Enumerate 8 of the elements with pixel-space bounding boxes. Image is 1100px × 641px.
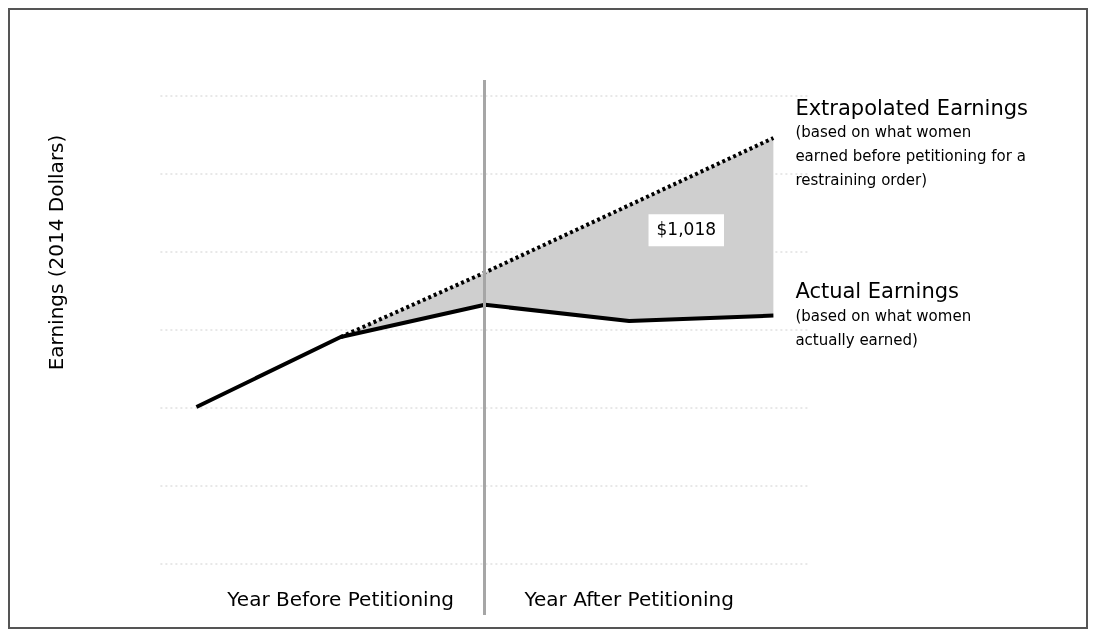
series-label: Extrapolated Earnings — [795, 95, 1028, 120]
series-label: Actual Earnings — [795, 279, 959, 304]
x-tick-label: Year Before Petitioning — [226, 587, 455, 612]
annotation: (based on what women earned before petitioning for a restraining order) — [795, 123, 1026, 190]
annotation: (based on what women actually earned) — [795, 306, 972, 349]
y-axis-title: Earnings (2014 Dollars) — [44, 134, 69, 371]
annotation: $1,018 — [656, 218, 717, 239]
x-tick-label: Year After Petitioning — [523, 587, 734, 612]
